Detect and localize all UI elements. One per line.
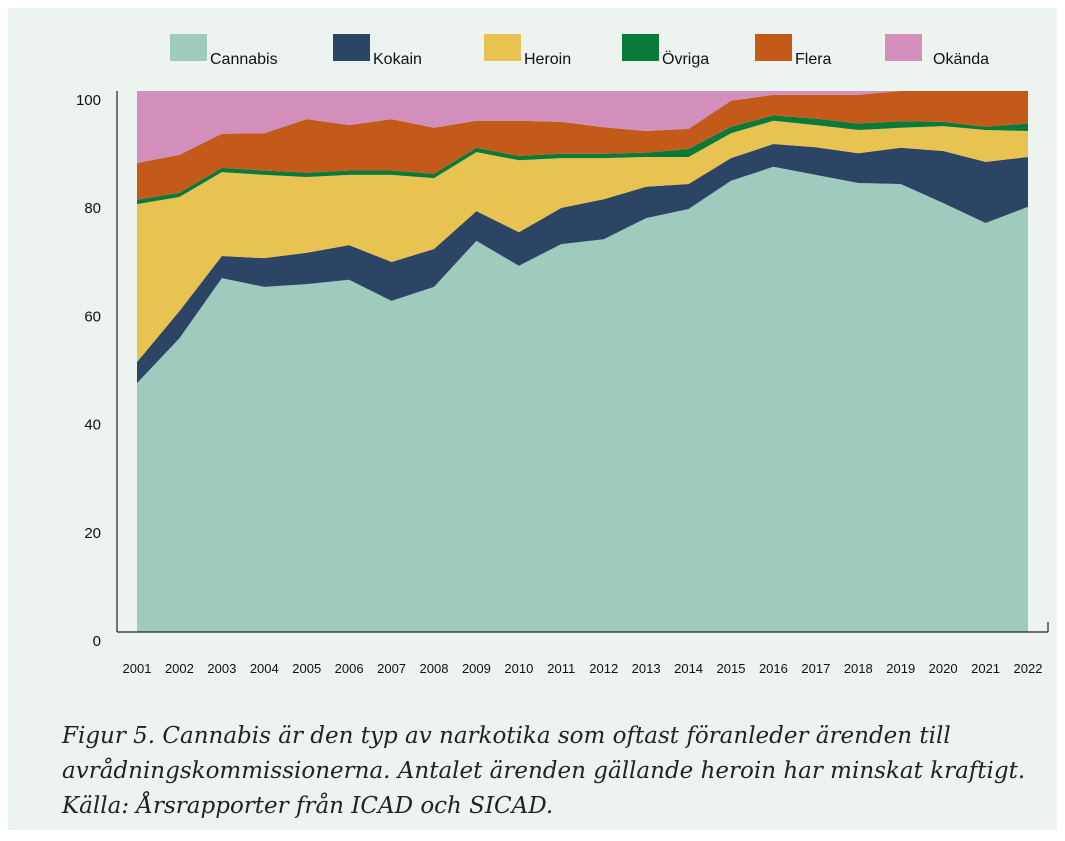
x-tick-label: 2012 xyxy=(589,661,618,676)
y-tick-label: 60 xyxy=(84,308,101,325)
x-tick-label: 2007 xyxy=(377,661,406,676)
area xyxy=(137,115,1028,205)
x-tick-label: 2005 xyxy=(292,661,321,676)
y-tick-label: 40 xyxy=(84,417,101,434)
x-tick-label: 2017 xyxy=(801,661,830,676)
x-tick-label: 2016 xyxy=(759,661,788,676)
legend-swatch xyxy=(333,34,370,61)
y-tick-label: 100 xyxy=(76,92,101,109)
legend-swatch xyxy=(755,34,792,61)
x-tick-label: 2013 xyxy=(632,661,661,676)
legend-swatch xyxy=(170,34,207,61)
caption: Figur 5. Cannabis är den typ av narkotik… xyxy=(61,723,951,749)
legend-label: Heroin xyxy=(524,51,571,68)
x-tick-label: 2021 xyxy=(971,661,1000,676)
area xyxy=(137,91,1028,200)
legend-label: Övriga xyxy=(662,50,709,68)
caption: avrådningskommissionerna. Antalet ärende… xyxy=(62,757,1025,784)
legend-label: Cannabis xyxy=(210,51,278,68)
x-tick-label: 2003 xyxy=(207,661,236,676)
x-tick-label: 2014 xyxy=(674,661,703,676)
legend-label: Okända xyxy=(933,51,989,68)
legend-swatch xyxy=(622,34,659,61)
x-tick-label: 2006 xyxy=(335,661,364,676)
area xyxy=(137,166,1028,633)
area xyxy=(137,120,1028,363)
legend-swatch xyxy=(885,34,922,61)
legend-label: Flera xyxy=(795,51,832,68)
x-tick-label: 2022 xyxy=(1014,661,1043,676)
area xyxy=(137,144,1028,384)
x-tick-label: 2008 xyxy=(420,661,449,676)
x-tick-label: 2004 xyxy=(250,661,279,676)
y-tick-label: 20 xyxy=(84,525,101,542)
y-tick-label: 0 xyxy=(93,633,101,650)
caption: Källa: Årsrapporter från ICAD och SICAD. xyxy=(61,791,553,819)
x-tick-label: 2011 xyxy=(547,661,575,676)
x-tick-label: 2009 xyxy=(462,661,491,676)
x-tick-label: 2010 xyxy=(504,661,533,676)
y-tick-label: 80 xyxy=(84,200,101,217)
x-tick-label: 2001 xyxy=(123,661,152,676)
legend-swatch xyxy=(484,34,521,61)
x-tick-label: 2018 xyxy=(844,661,873,676)
x-tick-label: 2020 xyxy=(929,661,958,676)
legend-label: Kokain xyxy=(373,51,422,68)
x-tick-label: 2002 xyxy=(165,661,194,676)
area xyxy=(137,91,1028,163)
x-tick-label: 2015 xyxy=(717,661,746,676)
x-tick-label: 2019 xyxy=(886,661,915,676)
